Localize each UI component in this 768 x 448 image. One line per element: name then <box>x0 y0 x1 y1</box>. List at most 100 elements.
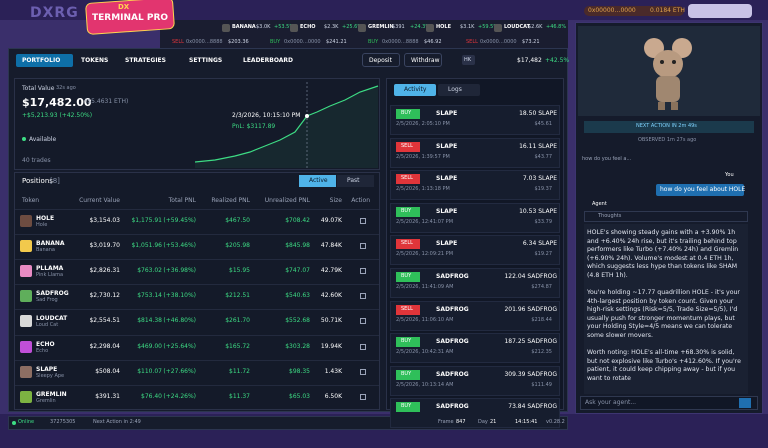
ticker-price: $3.1K <box>460 24 475 30</box>
badge: TERMINAL PRO <box>92 13 169 23</box>
side-badge <box>396 369 420 380</box>
row-divider <box>15 334 379 336</box>
realized-pnl: $165.72 <box>225 342 250 350</box>
trade-value: $274.87 <box>531 284 552 290</box>
total-label: Total Value <box>22 85 55 92</box>
realized-pnl: $15.95 <box>229 267 250 275</box>
total-pnl: $1,175.91 <box>131 217 162 224</box>
trade-time: 2/5/2026, 12:41:07 PM <box>396 218 454 225</box>
trade-time: 2/5/2026, 11:06:10 AM <box>396 316 454 323</box>
action-button[interactable] <box>360 268 366 275</box>
activity-tab[interactable] <box>438 84 480 96</box>
ticker-change: +53.5% <box>274 24 295 30</box>
ticker-icon <box>426 24 434 32</box>
activity-tab[interactable] <box>394 84 436 96</box>
action-button[interactable] <box>360 318 366 325</box>
action-button[interactable] <box>360 243 366 250</box>
row-divider <box>15 259 379 261</box>
positions-tab-label: Active <box>309 177 328 184</box>
positions-title: Positions <box>22 177 53 185</box>
available: Available <box>29 136 57 143</box>
current-value: $508.04 <box>95 367 120 375</box>
wallet: 0x00000…0000 <box>588 7 636 14</box>
next-action-bar <box>584 121 754 133</box>
token-icon <box>20 315 32 328</box>
total-pnl: $469.00 <box>137 342 162 350</box>
realized-pnl: $212.51 <box>225 292 250 300</box>
action-button[interactable] <box>360 343 366 350</box>
ticker-symbol: ECHO <box>300 24 316 30</box>
nav-change: +42.5% <box>545 57 570 64</box>
action-button[interactable] <box>360 368 366 375</box>
row-divider <box>15 309 379 311</box>
total-eth: ($5.4631 ETH) <box>85 98 129 105</box>
nav-tab[interactable] <box>16 54 73 67</box>
ticker-symbol: BANANA <box>232 24 256 30</box>
trade-amount: 10.53 SLAPE <box>519 207 557 215</box>
logo: DXRG <box>30 5 79 21</box>
message-box <box>584 224 748 394</box>
size: 49.07K <box>320 217 342 224</box>
trade-token: SLAPE <box>436 240 458 248</box>
realized-pnl: $11.72 <box>229 367 250 375</box>
positions-tab-label: Past <box>347 177 360 184</box>
row-divider <box>15 384 379 386</box>
trade-amount: 122.04 SADFROG <box>504 273 557 280</box>
size: 42.60K <box>320 292 342 300</box>
send-button[interactable] <box>739 398 751 408</box>
trade-token: SLAPE <box>436 110 458 117</box>
column-header: Realized PNL <box>211 197 250 204</box>
token-symbol: SADFROG <box>36 290 69 298</box>
total-age: 32s ago <box>56 85 76 91</box>
hk-badge <box>462 55 475 65</box>
deposit-button[interactable] <box>362 53 400 67</box>
realized-pnl: $467.50 <box>225 217 250 224</box>
withdraw-button[interactable] <box>404 53 442 67</box>
activity-tab-label: Activity <box>404 86 427 93</box>
ticker-price: $2.6K <box>528 24 543 30</box>
column-header: Token <box>22 197 40 204</box>
token-symbol: PLLAMA <box>36 265 64 273</box>
unrealized-pnl: $540.63 <box>285 292 310 300</box>
feed-address: 0x0000…8888 <box>186 39 223 45</box>
question: how do you feel about HOLE <box>660 186 746 193</box>
size: 47.84K <box>320 242 342 250</box>
trade-time: 2/5/2026, 1:13:18 PM <box>396 186 450 193</box>
column-header: Unrealized PNL <box>264 197 310 204</box>
side-badge <box>396 109 420 119</box>
hk-label: HK <box>464 57 472 63</box>
total-pnl-pct: (+25.64%) <box>163 342 196 350</box>
trade-value: $19.27 <box>534 251 553 258</box>
total-pnl: $763.02 <box>137 267 162 275</box>
token-icon <box>20 390 32 403</box>
trade-time: 2/5/2026, 11:41:09 AM <box>396 284 454 290</box>
current-value: $2,730.12 <box>89 292 120 300</box>
nav-tab-label: PORTFOLIO <box>22 57 61 64</box>
nav-tab-label: LEADERBOARD <box>243 57 294 64</box>
message-paragraph: Worth noting: HOLE's all-time +68.30% is… <box>587 349 741 382</box>
trades-count: 40 trades <box>22 157 51 164</box>
next-action-footer: Next Action in 2:49 <box>93 419 141 425</box>
top-bar <box>0 0 768 20</box>
action-button[interactable] <box>360 218 366 224</box>
total-value-card <box>14 78 380 170</box>
trade-token: SLAPE <box>436 175 458 183</box>
side-badge <box>396 337 420 348</box>
unrealized-pnl: $65.03 <box>289 392 310 400</box>
column-header: Action <box>351 197 370 204</box>
positions-tab[interactable] <box>299 175 336 187</box>
total-pnl-pct: (+46.80%) <box>163 317 196 325</box>
action-button[interactable] <box>360 393 366 400</box>
ticker-change: +25.6% <box>342 24 363 30</box>
realized-pnl: $261.70 <box>225 317 250 325</box>
day-label: Day <box>478 419 488 425</box>
thoughts-box <box>584 211 748 222</box>
action-button[interactable] <box>360 293 366 300</box>
next-action: NEXT ACTION IN 2m 49s <box>636 123 697 129</box>
token-name: Banana <box>36 247 55 254</box>
total-pnl-pct: (+24.26%) <box>163 392 196 400</box>
trade-amount: 201.96 SADFROG <box>504 305 557 313</box>
side-label: SELL <box>401 305 413 312</box>
positions-tab[interactable] <box>337 175 374 187</box>
unrealized-pnl: $98.35 <box>289 367 310 375</box>
